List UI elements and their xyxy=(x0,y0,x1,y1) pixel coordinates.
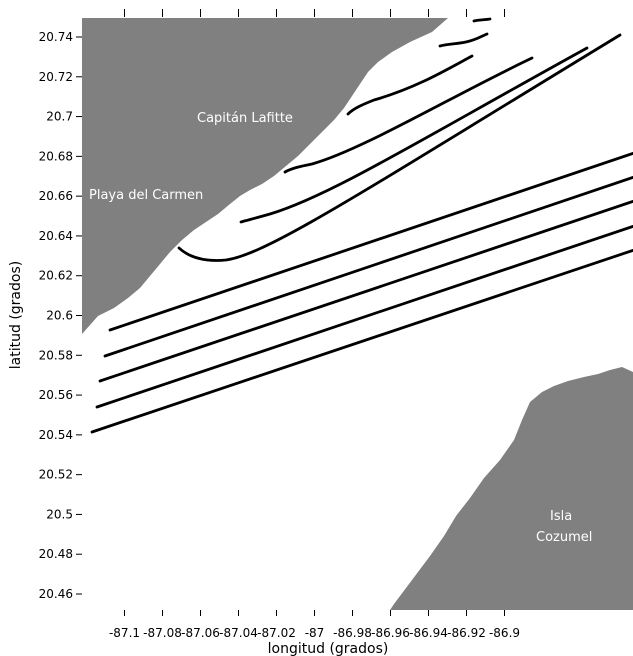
y-tick-label: 20.5 xyxy=(46,507,73,521)
y-tick-label: 20.64 xyxy=(39,229,73,243)
y-tick-label: 20.58 xyxy=(39,348,73,362)
y-axis-title: latitud (grados) xyxy=(8,261,24,369)
isla-label: Isla xyxy=(550,509,572,524)
x-tick-label: -86.9 xyxy=(489,626,520,640)
streamline xyxy=(438,32,489,48)
streamline xyxy=(103,175,633,358)
y-tick-label: 20.46 xyxy=(39,587,73,601)
x-axis: -87.1 -87.08 -87.06 -87.04 -87.02 -87 -86.98 -8… xyxy=(109,9,520,656)
x-tick-label: -86.96 xyxy=(371,626,410,640)
cozumel-label: Cozumel xyxy=(536,530,592,545)
map-area: Capitán Lafitte Playa del Carmen Isla Co… xyxy=(82,17,633,610)
x-tick-label: -86.94 xyxy=(409,626,448,640)
streamlines xyxy=(90,17,633,434)
land-cozumel xyxy=(390,367,633,610)
playa-del-carmen-label: Playa del Carmen xyxy=(89,188,203,203)
x-tick-labels: -87.1 -87.08 -87.06 -87.04 -87.02 -87 -86.98 -8… xyxy=(109,626,520,640)
x-tick-label: -87 xyxy=(305,626,325,640)
x-tick-label: -87.06 xyxy=(181,626,220,640)
x-tick-label: -87.02 xyxy=(257,626,296,640)
y-tick-label: 20.48 xyxy=(39,547,73,561)
y-tick-label: 20.62 xyxy=(39,269,73,283)
y-tick-label: 20.56 xyxy=(39,388,73,402)
x-tick-label: -86.92 xyxy=(447,626,486,640)
y-tick-label: 20.52 xyxy=(39,468,73,482)
streamline xyxy=(95,224,633,409)
streamline xyxy=(90,248,633,434)
streamline xyxy=(239,46,589,224)
x-ticks-top xyxy=(124,9,505,17)
streamline xyxy=(177,33,622,262)
y-tick-label: 20.7 xyxy=(46,110,73,124)
y-tick-label: 20.54 xyxy=(39,428,73,442)
x-tick-label: -86.98 xyxy=(333,626,372,640)
x-tick-label: -87.1 xyxy=(109,626,140,640)
land-mainland xyxy=(82,18,448,334)
y-tick-label: 20.66 xyxy=(39,189,73,203)
streamline xyxy=(283,56,534,174)
streamline xyxy=(98,199,633,383)
streamline xyxy=(346,54,474,116)
streamline xyxy=(472,17,492,23)
streamline xyxy=(108,151,633,332)
y-ticks xyxy=(76,36,82,595)
capitan-lafitte-label: Capitán Lafitte xyxy=(197,111,293,126)
x-tick-label: -87.04 xyxy=(219,626,258,640)
x-axis-title: longitud (grados) xyxy=(268,641,389,656)
x-ticks-bottom xyxy=(124,610,505,616)
y-tick-label: 20.6 xyxy=(46,309,73,323)
y-axis: 20.46 20.48 20.5 20.52 20.54 20.56 20.58 20.6 20… xyxy=(8,30,82,601)
y-tick-label: 20.68 xyxy=(39,149,73,163)
x-tick-label: -87.08 xyxy=(143,626,182,640)
y-tick-labels: 20.46 20.48 20.5 20.52 20.54 20.56 20.58 20.6 20… xyxy=(39,30,73,601)
y-tick-label: 20.72 xyxy=(39,70,73,84)
y-tick-label: 20.74 xyxy=(39,30,73,44)
